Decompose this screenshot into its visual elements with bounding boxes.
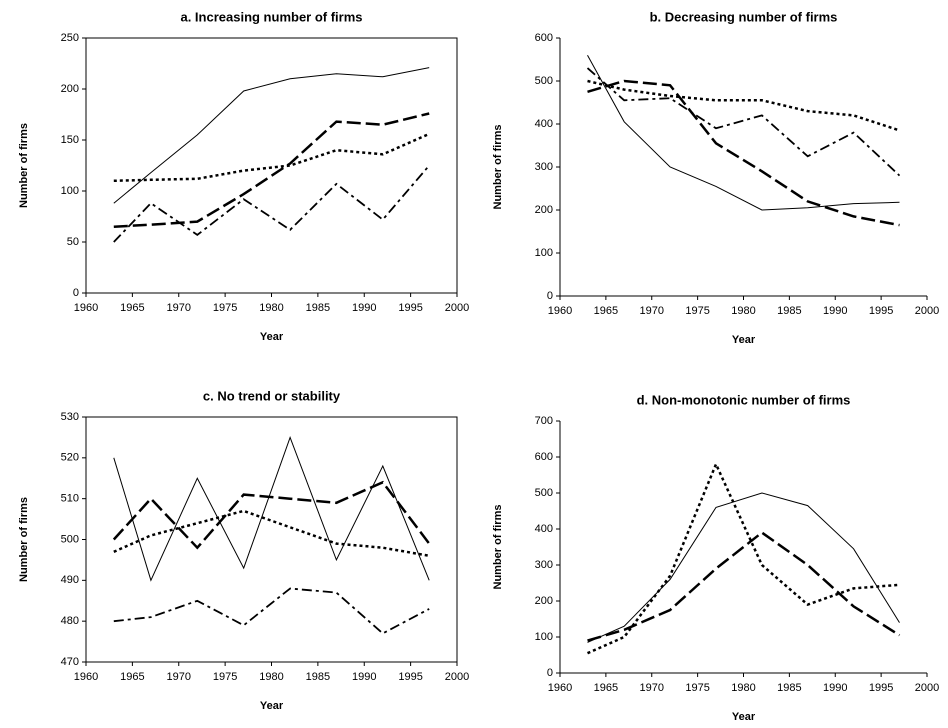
series-line: [113, 132, 430, 183]
y-tick-label: 400: [535, 523, 553, 535]
x-axis-title: Year: [732, 711, 756, 723]
x-tick-label: 1965: [594, 682, 618, 694]
x-tick-label: 2000: [445, 302, 469, 314]
x-tick-label: 1960: [74, 671, 98, 683]
plot-frame: [85, 37, 458, 294]
series-line: [113, 164, 430, 243]
x-tick-label: 1985: [777, 682, 801, 694]
x-tick-label: 1970: [167, 302, 191, 314]
x-tick-label: 1995: [869, 682, 893, 694]
chart-title: c. No trend or stability: [203, 388, 341, 403]
y-tick-label: 100: [535, 247, 553, 259]
y-axis-title: Number of firms: [18, 497, 30, 582]
x-tick-label: 1970: [640, 682, 664, 694]
chart-title: a. Increasing number of firms: [180, 9, 362, 24]
y-axis-title: Number of firms: [492, 505, 504, 590]
y-tick-label: 470: [61, 656, 79, 668]
y-tick-label: 150: [61, 134, 79, 146]
series-line: [113, 509, 430, 558]
series-line: [113, 112, 430, 228]
y-tick-label: 480: [61, 615, 79, 627]
x-tick-label: 1965: [594, 305, 618, 317]
series-line: [587, 531, 901, 642]
x-tick-label: 2000: [445, 671, 469, 683]
y-tick-label: 300: [535, 559, 553, 571]
series-line: [113, 587, 430, 635]
x-tick-label: 1985: [777, 305, 801, 317]
x-axis-title: Year: [260, 331, 284, 343]
x-tick-label: 1990: [823, 682, 847, 694]
x-tick-label: 1980: [731, 682, 755, 694]
chart-title: b. Decreasing number of firms: [650, 9, 838, 24]
y-tick-label: 490: [61, 574, 79, 586]
series-line: [587, 54, 900, 211]
x-axis-title: Year: [260, 700, 284, 712]
x-tick-label: 1980: [731, 305, 755, 317]
y-tick-label: 500: [535, 75, 553, 87]
series-line: [587, 492, 900, 643]
x-tick-label: 1985: [306, 302, 330, 314]
y-tick-label: 530: [61, 411, 79, 423]
y-tick-label: 500: [535, 487, 553, 499]
x-tick-label: 1960: [74, 302, 98, 314]
x-tick-label: 1975: [213, 302, 237, 314]
x-tick-label: 2000: [915, 682, 939, 694]
chart-title: d. Non-monotonic number of firms: [637, 392, 851, 407]
y-tick-label: 100: [535, 631, 553, 643]
y-tick-label: 200: [535, 204, 553, 216]
x-tick-label: 1965: [120, 671, 144, 683]
x-tick-label: 1995: [398, 671, 422, 683]
series-line: [587, 79, 900, 227]
y-tick-label: 510: [61, 493, 79, 505]
x-tick-label: 1975: [685, 682, 709, 694]
series-line: [586, 67, 901, 177]
y-tick-label: 250: [61, 32, 79, 44]
y-tick-label: 50: [67, 236, 79, 248]
y-tick-label: 0: [73, 287, 79, 299]
series-line: [113, 67, 430, 204]
x-tick-label: 1960: [548, 682, 572, 694]
series-line: [112, 480, 431, 550]
y-tick-label: 200: [61, 83, 79, 95]
x-tick-label: 1980: [259, 671, 283, 683]
y-tick-label: 0: [547, 667, 553, 679]
x-tick-label: 1990: [352, 671, 376, 683]
x-tick-label: 1975: [213, 671, 237, 683]
x-tick-label: 1990: [823, 305, 847, 317]
x-tick-label: 1970: [167, 671, 191, 683]
y-tick-label: 0: [547, 290, 553, 302]
x-axis-title: Year: [732, 334, 756, 346]
x-tick-label: 1990: [352, 302, 376, 314]
y-tick-label: 700: [535, 415, 553, 427]
y-tick-label: 100: [61, 185, 79, 197]
x-tick-label: 1985: [306, 671, 330, 683]
x-tick-label: 1995: [398, 302, 422, 314]
y-axis-title: Number of firms: [492, 125, 504, 210]
series-line: [586, 461, 900, 655]
y-tick-label: 600: [535, 451, 553, 463]
x-tick-label: 1975: [685, 305, 709, 317]
x-tick-label: 1995: [869, 305, 893, 317]
y-tick-label: 200: [535, 595, 553, 607]
y-tick-label: 520: [61, 452, 79, 464]
x-tick-label: 2000: [915, 305, 939, 317]
y-tick-label: 600: [535, 32, 553, 44]
y-tick-label: 300: [535, 161, 553, 173]
series-line: [587, 79, 900, 132]
x-tick-label: 1960: [548, 305, 572, 317]
series-line: [113, 435, 430, 582]
x-tick-label: 1965: [120, 302, 144, 314]
y-tick-label: 500: [61, 533, 79, 545]
y-tick-label: 400: [535, 118, 553, 130]
x-tick-label: 1980: [259, 302, 283, 314]
x-tick-label: 1970: [640, 305, 664, 317]
y-axis-title: Number of firms: [18, 123, 30, 208]
